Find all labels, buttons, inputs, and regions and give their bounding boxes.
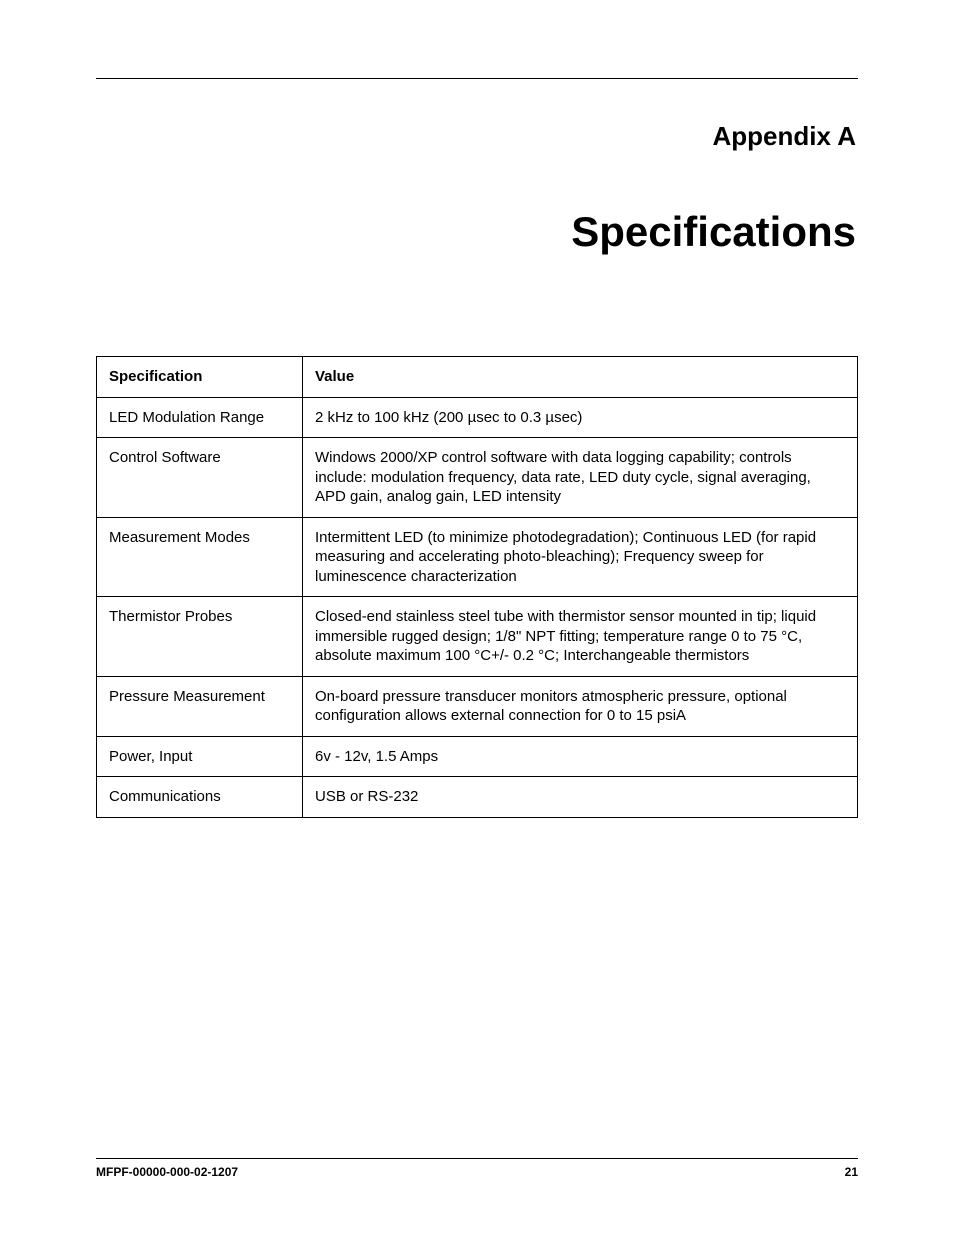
spec-cell: Measurement Modes [97,517,303,597]
value-cell: On-board pressure transducer monitors at… [303,676,858,736]
page-footer: MFPF-00000-000-02-1207 21 [96,1158,858,1179]
spec-cell: Communications [97,777,303,818]
column-header-value: Value [303,357,858,398]
table-row: Pressure Measurement On-board pressure t… [97,676,858,736]
spec-cell: Power, Input [97,736,303,777]
table-row: LED Modulation Range 2 kHz to 100 kHz (2… [97,397,858,438]
value-cell: 2 kHz to 100 kHz (200 µsec to 0.3 µsec) [303,397,858,438]
section-title: Specifications [96,208,858,256]
spec-cell: Control Software [97,438,303,518]
table-header-row: Specification Value [97,357,858,398]
spec-cell: Pressure Measurement [97,676,303,736]
table-row: Control Software Windows 2000/XP control… [97,438,858,518]
footer-doc-id: MFPF-00000-000-02-1207 [96,1165,238,1179]
appendix-label: Appendix A [96,121,858,152]
value-cell: USB or RS-232 [303,777,858,818]
table-row: Power, Input 6v - 12v, 1.5 Amps [97,736,858,777]
table-row: Measurement Modes Intermittent LED (to m… [97,517,858,597]
value-cell: Closed-end stainless steel tube with the… [303,597,858,677]
footer-page-number: 21 [845,1165,858,1179]
value-cell: Windows 2000/XP control software with da… [303,438,858,518]
table-row: Thermistor Probes Closed-end stainless s… [97,597,858,677]
table-row: Communications USB or RS-232 [97,777,858,818]
specifications-table: Specification Value LED Modulation Range… [96,356,858,818]
spec-cell: Thermistor Probes [97,597,303,677]
spec-cell: LED Modulation Range [97,397,303,438]
value-cell: 6v - 12v, 1.5 Amps [303,736,858,777]
column-header-spec: Specification [97,357,303,398]
page-container: Appendix A Specifications Specification … [0,0,954,1235]
header-rule [96,78,858,79]
value-cell: Intermittent LED (to minimize photodegra… [303,517,858,597]
